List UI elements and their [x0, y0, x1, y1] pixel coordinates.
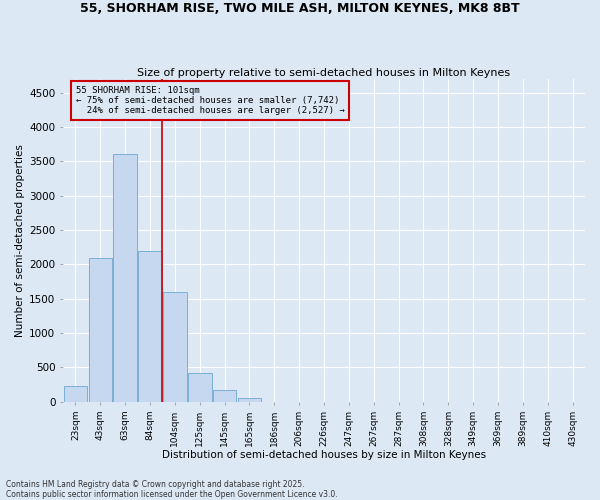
- X-axis label: Distribution of semi-detached houses by size in Milton Keynes: Distribution of semi-detached houses by …: [162, 450, 486, 460]
- Bar: [113, 154, 137, 402]
- Text: 55, SHORHAM RISE, TWO MILE ASH, MILTON KEYNES, MK8 8BT: 55, SHORHAM RISE, TWO MILE ASH, MILTON K…: [80, 2, 520, 16]
- Bar: [238, 398, 261, 402]
- Bar: [213, 390, 236, 402]
- Bar: [188, 373, 212, 402]
- Title: Size of property relative to semi-detached houses in Milton Keynes: Size of property relative to semi-detach…: [137, 68, 511, 78]
- Y-axis label: Number of semi-detached properties: Number of semi-detached properties: [15, 144, 25, 336]
- Text: 55 SHORHAM RISE: 101sqm
← 75% of semi-detached houses are smaller (7,742)
  24% : 55 SHORHAM RISE: 101sqm ← 75% of semi-de…: [76, 86, 345, 116]
- Bar: [163, 292, 187, 402]
- Bar: [64, 386, 87, 402]
- Bar: [138, 250, 162, 402]
- Text: Contains HM Land Registry data © Crown copyright and database right 2025.
Contai: Contains HM Land Registry data © Crown c…: [6, 480, 338, 499]
- Bar: [89, 258, 112, 402]
